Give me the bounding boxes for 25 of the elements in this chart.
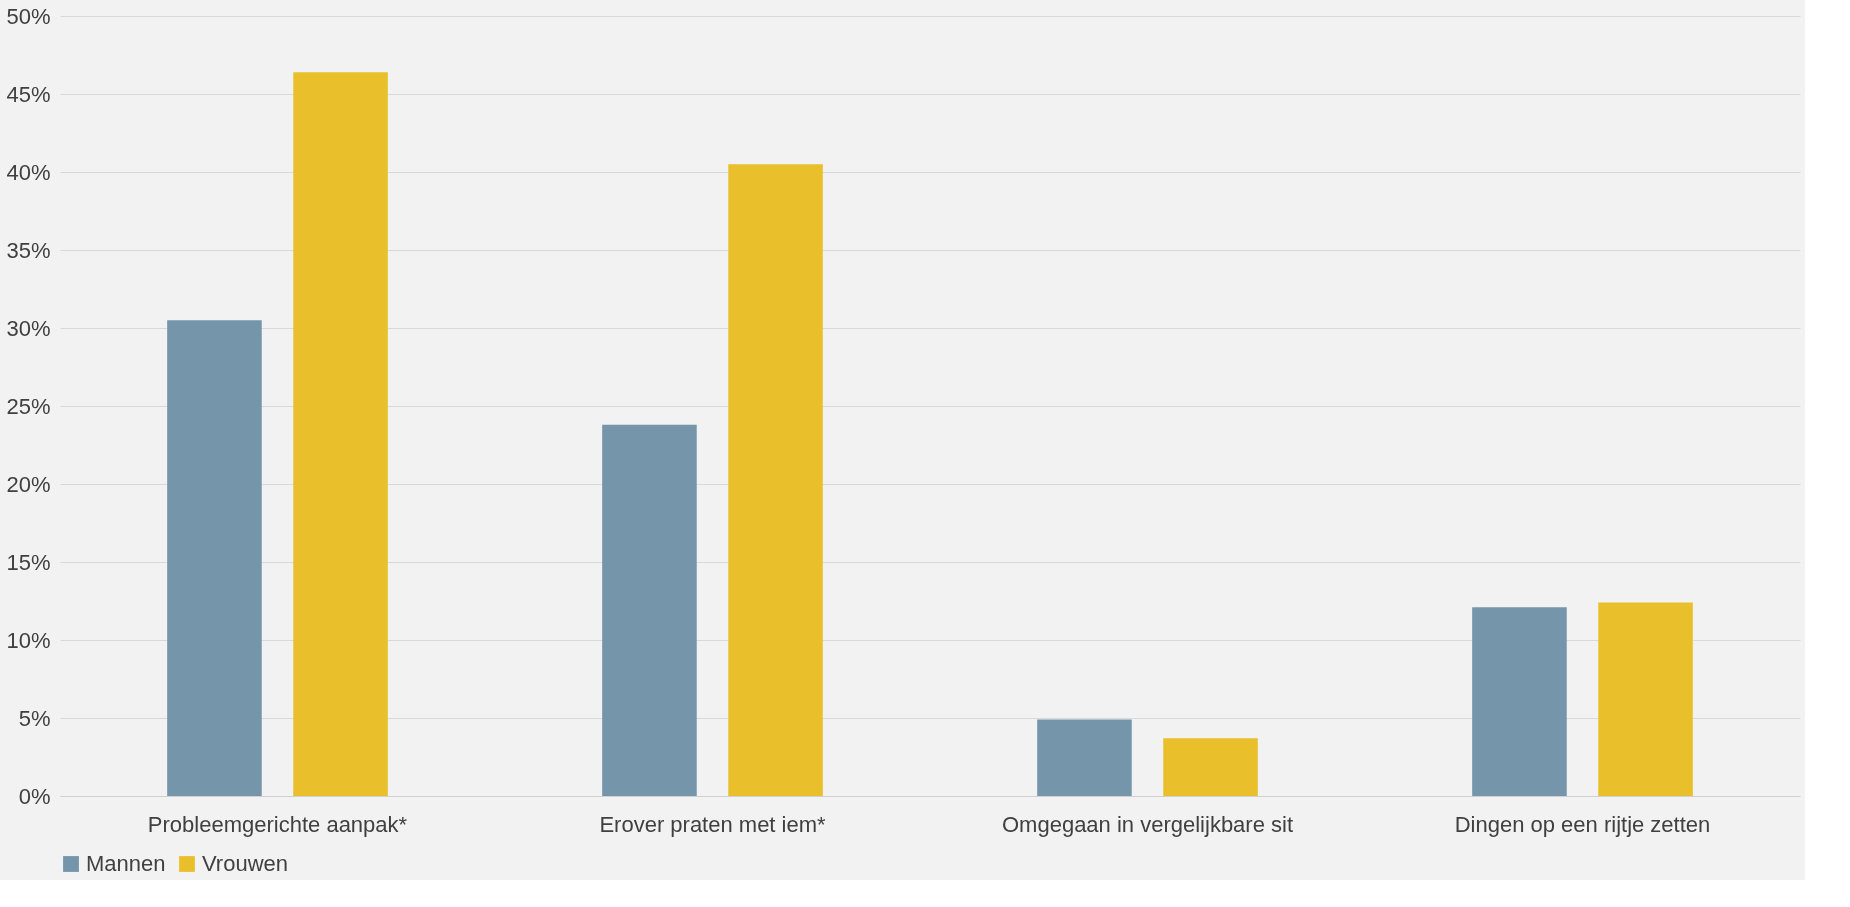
y-tick-label: 15% <box>6 549 51 575</box>
bar <box>1472 607 1567 796</box>
y-tick-label: 35% <box>6 237 51 263</box>
bar <box>602 424 697 796</box>
legend-label: Mannen <box>86 851 166 876</box>
y-tick-label: 40% <box>6 159 51 185</box>
y-tick-label: 20% <box>6 471 51 497</box>
y-tick-label: 10% <box>6 627 51 653</box>
y-tick-label: 45% <box>6 81 51 107</box>
x-tick-label: Dingen op een rijtje zetten <box>1454 811 1711 837</box>
bar <box>1037 719 1132 796</box>
x-tick-label: Probleemgerichte aanpak* <box>147 811 408 837</box>
x-tick-label: Omgegaan in vergelijkbare sit <box>1001 811 1294 837</box>
legend-label: Vrouwen <box>202 851 289 876</box>
bar <box>1163 738 1258 796</box>
y-tick-label: 25% <box>6 393 51 419</box>
bar <box>167 320 262 796</box>
y-tick-label: 30% <box>6 315 51 341</box>
bar <box>293 72 388 796</box>
bar <box>1598 602 1693 796</box>
y-tick-label: 5% <box>18 705 51 731</box>
bar <box>728 164 823 796</box>
y-tick-label: 50% <box>6 3 51 29</box>
y-tick-label: 0% <box>18 783 51 809</box>
x-tick-label: Erover praten met iem* <box>599 811 827 837</box>
